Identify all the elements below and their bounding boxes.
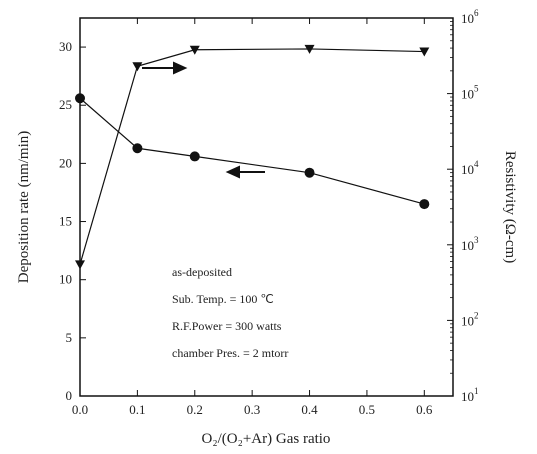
x-axis-ticks: 0.0 0.1 0.2 0.3 0.4 0.5 0.6 (72, 18, 433, 417)
left-tick-label: 5 (66, 330, 73, 345)
x-tick-label: 0.0 (72, 402, 88, 417)
deposition-series-line (79, 97, 425, 205)
x-tick-label: 0.6 (416, 402, 433, 417)
resistivity-data-point (132, 62, 143, 72)
right-tick-label: 103 (461, 235, 479, 253)
right-tick-exponent: 3 (474, 235, 479, 245)
deposition-data-point (189, 151, 200, 162)
x-tick-label: 0.5 (359, 402, 375, 417)
left-axis-title: Deposition rate (nm/min) (16, 131, 32, 283)
left-tick-label: 15 (59, 214, 72, 229)
annotation-condition: as-deposited (172, 265, 232, 279)
series-layer (75, 44, 430, 270)
right-tick-exponent: 5 (474, 84, 479, 94)
resistivity-data-point (419, 47, 430, 57)
right-tick-base: 10 (461, 389, 474, 404)
right-tick-exponent: 6 (474, 8, 479, 18)
right-tick-base: 10 (461, 162, 474, 177)
right-axis-title: Resistivity (Ω-cm) (502, 151, 518, 263)
left-tick-label: 20 (59, 155, 72, 170)
right-tick-base: 10 (461, 11, 474, 26)
left-tick-label: 25 (59, 97, 72, 112)
arrow-to-right-axis (142, 61, 188, 75)
deposition-data-point (75, 93, 85, 104)
right-tick-label: 105 (461, 84, 479, 102)
right-tick-base: 10 (461, 313, 474, 328)
left-tick-label: 30 (59, 39, 72, 54)
resistivity-data-point (75, 260, 85, 270)
x-axis-title: O₂/(O₂+Ar) Gas ratio (202, 431, 331, 447)
annotation-chamber-pressure: chamber Pres. = 2 mtorr (172, 346, 288, 360)
right-tick-base: 10 (461, 238, 474, 253)
left-tick-label: 0 (66, 388, 73, 403)
left-axis-ticks: 0 5 10 15 20 25 30 (59, 39, 86, 403)
x-tick-label: 0.3 (244, 402, 260, 417)
deposition-data-point (419, 199, 430, 210)
annotation-sub-temp: Sub. Temp. = 100 ℃ (172, 292, 274, 306)
resistivity-data-point (189, 45, 200, 55)
right-tick-label: 102 (461, 310, 479, 328)
annotation-rf-power: R.F.Power = 300 watts (172, 319, 282, 333)
deposition-data-point (132, 143, 143, 154)
resistivity-series-line (79, 48, 425, 265)
right-tick-exponent: 2 (474, 310, 479, 320)
arrow-to-left-axis (225, 165, 265, 179)
left-tick-label: 10 (59, 272, 72, 287)
deposition-data-point (304, 167, 315, 178)
plot-frame (79, 17, 454, 397)
right-tick-base: 10 (461, 87, 474, 102)
resistivity-data-point (304, 44, 315, 54)
x-tick-label: 0.2 (187, 402, 203, 417)
x-tick-label: 0.4 (301, 402, 318, 417)
x-tick-label: 0.1 (129, 402, 145, 417)
right-tick-label: 106 (461, 8, 479, 26)
right-tick-exponent: 1 (474, 386, 479, 396)
right-tick-label: 101 (461, 386, 479, 404)
right-tick-label: 104 (461, 159, 479, 177)
right-tick-exponent: 4 (474, 159, 479, 169)
